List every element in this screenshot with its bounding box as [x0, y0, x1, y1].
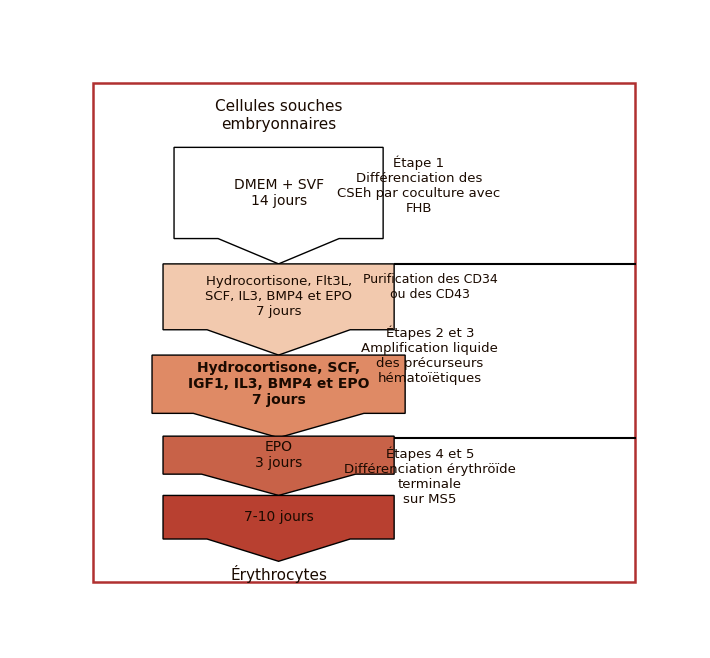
Text: Hydrocortisone, SCF,
IGF1, IL3, BMP4 et EPO
7 jours: Hydrocortisone, SCF, IGF1, IL3, BMP4 et … [188, 361, 369, 407]
Text: EPO
3 jours: EPO 3 jours [255, 440, 302, 470]
Polygon shape [163, 436, 394, 495]
Polygon shape [152, 355, 405, 438]
Text: Cellules souches
embryonnaires: Cellules souches embryonnaires [215, 99, 342, 132]
Text: Érythrocytes: Érythrocytes [230, 565, 327, 584]
Text: Purification des CD34
ou des CD43: Purification des CD34 ou des CD43 [363, 272, 497, 301]
Polygon shape [163, 264, 394, 355]
Text: 7-10 jours: 7-10 jours [244, 510, 313, 524]
Polygon shape [163, 495, 394, 561]
Text: Étapes 2 et 3
Amplification liquide
des précurseurs
hématoïëtiques: Étapes 2 et 3 Amplification liquide des … [361, 325, 498, 385]
Text: Hydrocortisone, Flt3L,
SCF, IL3, BMP4 et EPO
7 jours: Hydrocortisone, Flt3L, SCF, IL3, BMP4 et… [205, 275, 352, 318]
Polygon shape [174, 147, 383, 264]
Text: Étapes 4 et 5
Différenciation érythröïde
terminale
sur MS5: Étapes 4 et 5 Différenciation érythröïde… [344, 447, 516, 507]
Text: DMEM + SVF
14 jours: DMEM + SVF 14 jours [234, 178, 324, 208]
Text: Étape 1
Différenciation des
CSEh par coculture avec
FHB: Étape 1 Différenciation des CSEh par coc… [337, 155, 501, 215]
